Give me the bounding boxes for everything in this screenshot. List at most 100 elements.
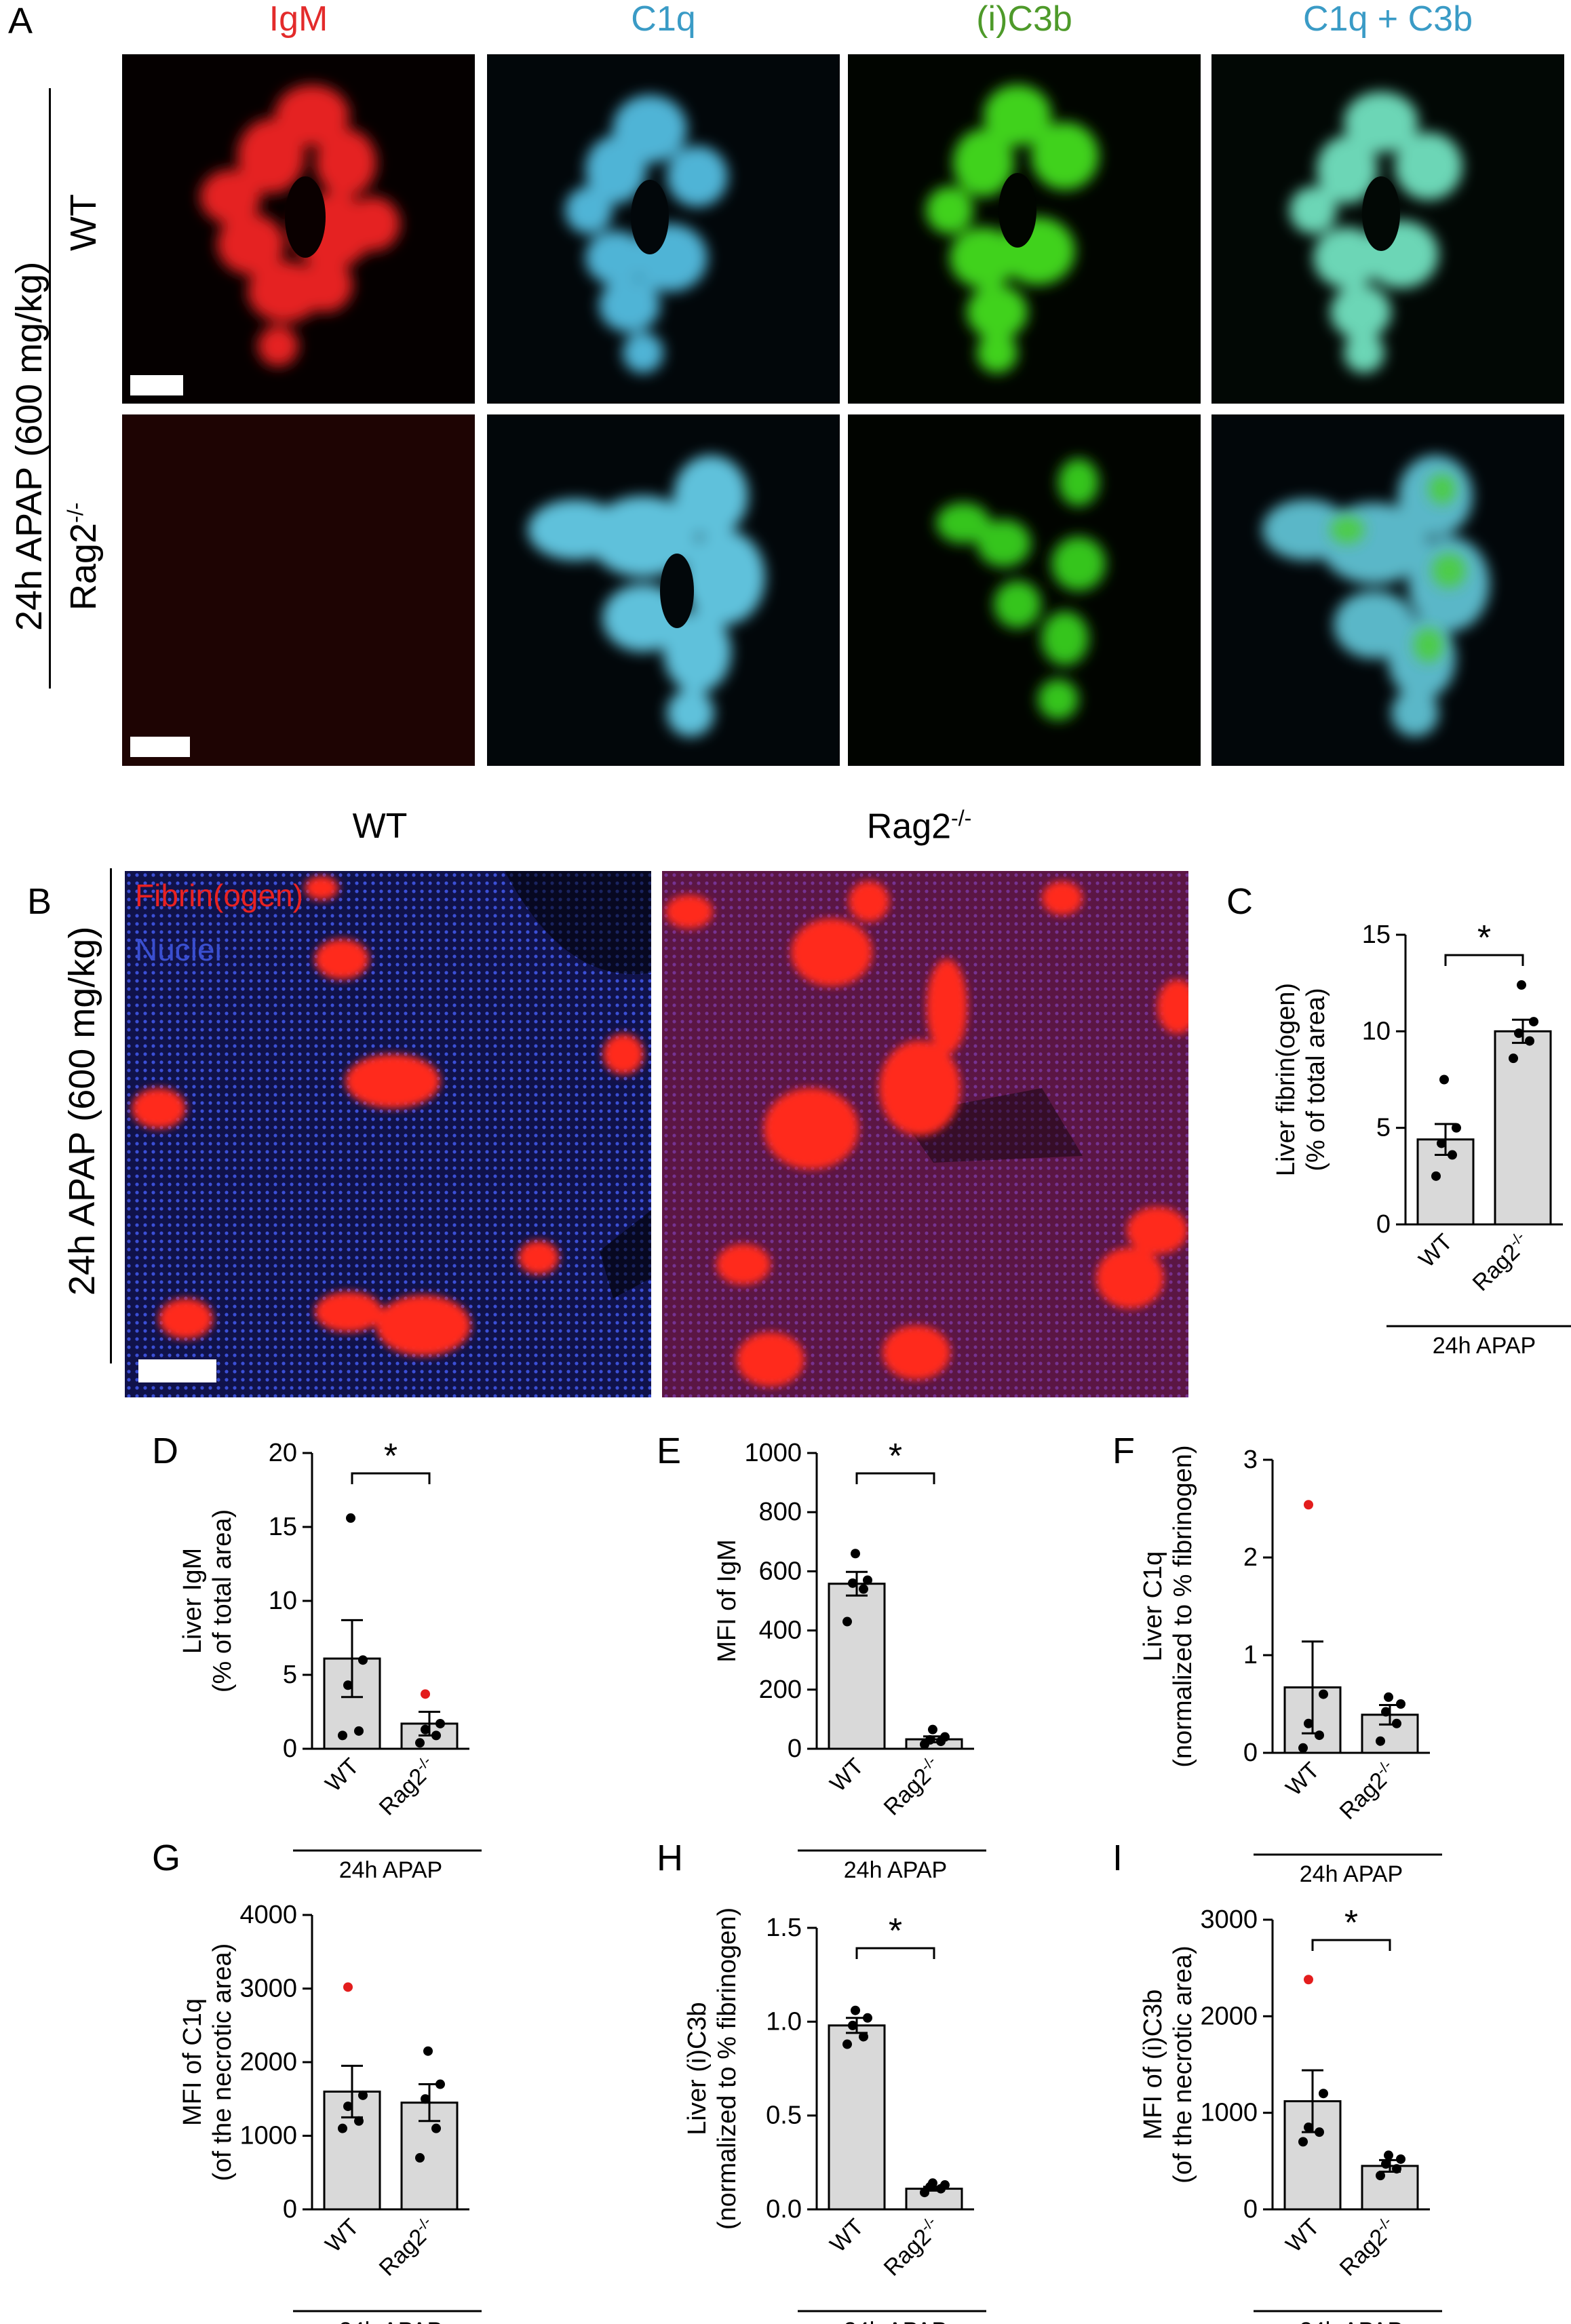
chart-i-red-point-0-0 xyxy=(1304,1975,1313,1985)
chart-d-ylabel-0: Liver IgM xyxy=(178,1548,207,1654)
chart-c-ytick-label-0: 0 xyxy=(1376,1210,1391,1239)
chart-c-point-0-0 xyxy=(1431,1171,1441,1181)
panel-a-scale-bar-row2 xyxy=(130,737,190,757)
chart-e-point-1-4 xyxy=(928,1724,937,1735)
panel-a-col-title-c1q: C1q xyxy=(631,0,696,39)
chart-d-point-0-1 xyxy=(354,1726,364,1736)
panel-letter-e: E xyxy=(657,1431,682,1471)
chart-e-ytick-label-4: 800 xyxy=(759,1498,802,1526)
chart-e-ylabel-0: MFI of IgM xyxy=(713,1539,741,1663)
chart-i-point-0-2 xyxy=(1304,2123,1313,2133)
chart-d-point-0-4 xyxy=(346,1513,355,1523)
chart-h-sig-star: * xyxy=(889,1912,902,1951)
panel-letter-b: B xyxy=(27,881,52,922)
panel-b-scale-bar xyxy=(138,1359,216,1382)
chart-d-point-1-2 xyxy=(421,1724,430,1735)
panel-a-image-rag2-igm xyxy=(122,414,475,766)
chart-e-sig-bracket xyxy=(855,1472,935,1484)
chart-f-point-0-1 xyxy=(1315,1730,1324,1741)
chart-g-ytick-label-1: 1000 xyxy=(239,2122,297,2150)
chart-e-xtick-label-0: WT xyxy=(825,1754,868,1797)
chart-i-xtick-label-0: WT xyxy=(1281,2214,1324,2258)
panel-b-col-title-rag2: Rag2-/- xyxy=(866,806,972,847)
chart-i-point-1-4 xyxy=(1384,2150,1393,2161)
chart-e-point-1-2 xyxy=(925,1735,935,1745)
panel-a-col-title-igm: IgM xyxy=(269,0,328,39)
chart-c-ytick-label-3: 15 xyxy=(1362,921,1391,949)
chart-c-point-0-2 xyxy=(1437,1138,1446,1148)
chart-i-ytick-label-2: 2000 xyxy=(1200,2002,1258,2030)
chart-f-ylabel-0: Liver C1q xyxy=(1139,1551,1167,1662)
chart-h-point-0-3 xyxy=(863,2013,872,2023)
panel-b-image-rag2 xyxy=(662,871,1188,1397)
chart-f-point-1-0 xyxy=(1376,1736,1385,1746)
chart-i-sig-star: * xyxy=(1344,1903,1358,1943)
legend-nuclei: Nuclei xyxy=(135,932,222,967)
chart-e-ytick-label-2: 400 xyxy=(759,1616,802,1645)
chart-g-point-1-3 xyxy=(435,2079,445,2089)
chart-i-ytick-label-0: 0 xyxy=(1243,2195,1258,2224)
chart-f-xtick-label-1: Rag2-/- xyxy=(1334,1756,1402,1825)
chart-d-ytick-label-3: 15 xyxy=(269,1513,297,1541)
chart-d-sig-star: * xyxy=(384,1437,397,1476)
chart-e-ytick-label-0: 0 xyxy=(788,1735,802,1763)
chart-h-ytick-label-2: 1.0 xyxy=(766,2007,802,2036)
chart-h-bar-1 xyxy=(905,2188,963,2211)
chart-e-bar-0 xyxy=(828,1583,886,1750)
chart-i-point-1-3 xyxy=(1396,2154,1405,2164)
chart-e-ytick-label-1: 200 xyxy=(759,1676,802,1704)
chart-f-xtick-label-0: WT xyxy=(1281,1758,1324,1801)
panel-a-image-wt-merge xyxy=(1211,54,1564,404)
chart-e-point-0-2 xyxy=(848,1578,857,1588)
panel-b-side-line xyxy=(110,868,112,1363)
chart-f-point-0-3 xyxy=(1319,1689,1328,1699)
chart-i-ylabel-0: MFI of (i)C3b xyxy=(1139,1990,1167,2140)
chart-h-point-0-1 xyxy=(859,2032,868,2042)
chart-i-point-1-0 xyxy=(1376,2171,1385,2181)
chart-h-bar-0 xyxy=(828,2024,886,2211)
panel-a-image-wt-c1q xyxy=(487,54,840,404)
panel-letter-d: D xyxy=(152,1431,178,1471)
chart-i-ytick-label-3: 3000 xyxy=(1200,1905,1258,1934)
panel-a-image-rag2-c1q xyxy=(487,414,840,766)
chart-c-point-1-4 xyxy=(1517,980,1526,990)
chart-d-point-0-3 xyxy=(358,1655,368,1665)
chart-e-point-1-3 xyxy=(940,1732,950,1742)
chart-c-ytick-label-1: 5 xyxy=(1376,1114,1391,1142)
chart-d-ytick-label-2: 10 xyxy=(269,1587,297,1615)
chart-g-xtick-label-0: WT xyxy=(320,2214,364,2258)
chart-h-point-0-4 xyxy=(851,2005,860,2015)
chart-f-ytick-label-1: 1 xyxy=(1243,1641,1258,1669)
chart-g-point-0-0 xyxy=(338,2123,347,2133)
panel-a-side-line xyxy=(49,88,51,689)
chart-e-point-0-3 xyxy=(863,1575,872,1585)
chart-h-ytick-label-0: 0.0 xyxy=(766,2195,802,2224)
chart-d-ytick-label-1: 5 xyxy=(283,1661,297,1689)
chart-i-point-1-2 xyxy=(1381,2159,1391,2169)
chart-d-sig-bracket xyxy=(351,1472,431,1484)
chart-g-point-1-4 xyxy=(423,2046,433,2056)
chart-c-ylabel-0: Liver fibrin(ogen) xyxy=(1272,983,1300,1176)
chart-d-xtick-label-1: Rag2-/- xyxy=(373,1752,442,1821)
chart-g-point-1-0 xyxy=(415,2153,425,2163)
chart-h-point-1-4 xyxy=(928,2178,937,2188)
chart-d-point-1-0 xyxy=(415,1738,425,1748)
chart-d-group-label: 24h APAP xyxy=(339,1857,443,1883)
chart-h-xtick-label-1: Rag2-/- xyxy=(878,2213,946,2281)
chart-e-point-0-4 xyxy=(851,1549,860,1559)
chart-i-ylabel-1: (of the necrotic area) xyxy=(1169,1945,1197,2184)
chart-d-ytick-label-0: 0 xyxy=(283,1735,297,1763)
panel-a-col-title-c3b: (i)C3b xyxy=(976,0,1072,39)
panel-letter-c: C xyxy=(1226,881,1253,922)
chart-h-xtick-label-0: WT xyxy=(825,2214,868,2258)
panel-letter-i: I xyxy=(1112,1838,1123,1878)
panel-b-image-wt: Fibrin(ogen) Nuclei xyxy=(125,871,651,1397)
chart-d-red-point-1-0 xyxy=(421,1689,430,1699)
chart-e-sig-star: * xyxy=(889,1437,902,1476)
chart-h-group-label: 24h APAP xyxy=(844,2318,948,2324)
chart-h-ytick-label-3: 1.5 xyxy=(766,1914,802,1942)
chart-c-sig-star: * xyxy=(1477,918,1491,958)
chart-c-point-1-1 xyxy=(1525,1036,1534,1046)
chart-h-point-0-2 xyxy=(848,2020,857,2030)
chart-g-ylabel-1: (of the necrotic area) xyxy=(208,1943,237,2182)
